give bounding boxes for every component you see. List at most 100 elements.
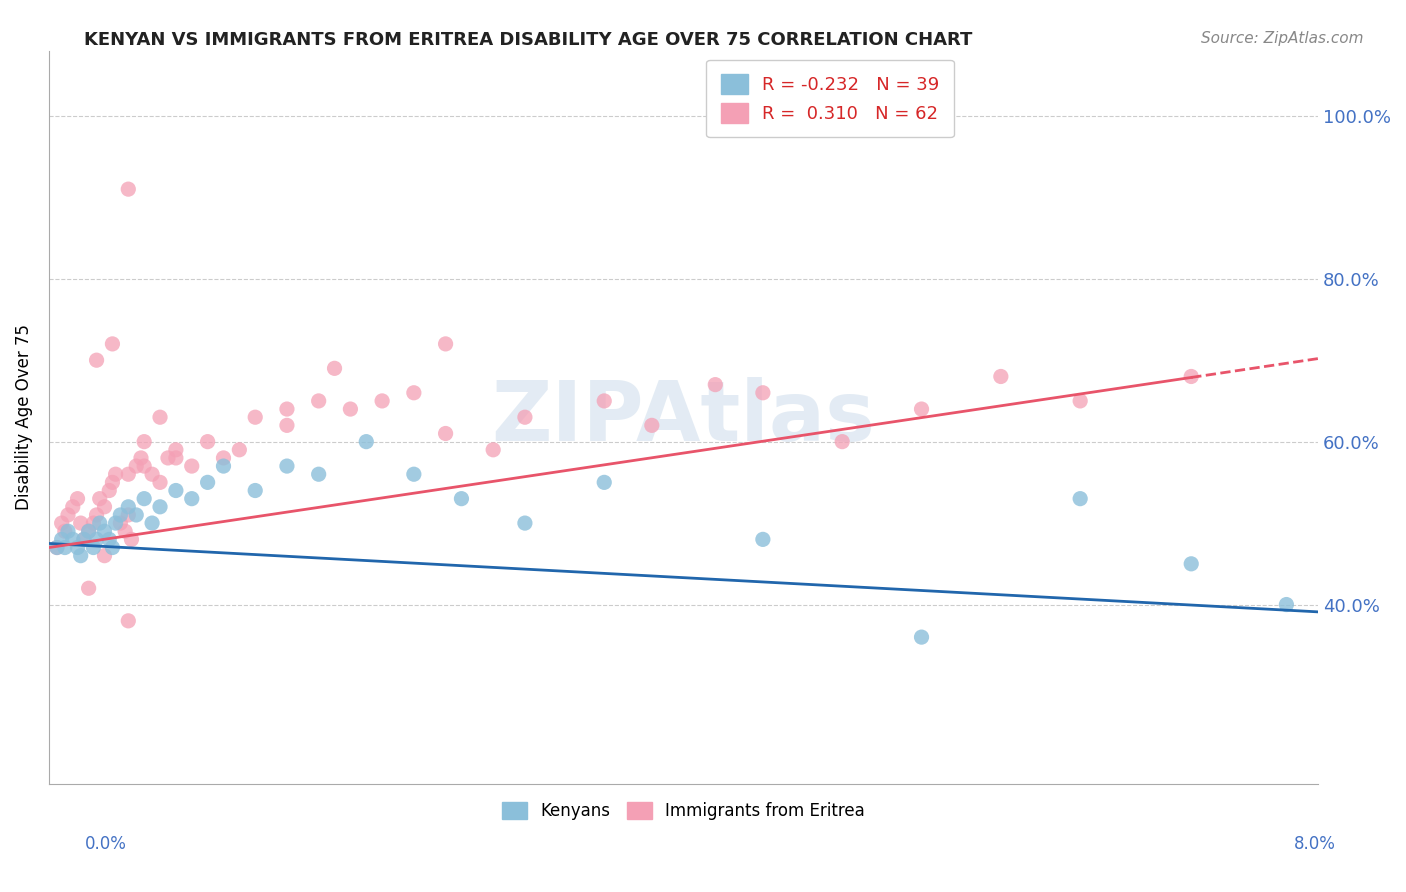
Point — [308, 467, 330, 482]
Point — [82, 541, 104, 555]
Point — [117, 467, 139, 482]
Text: KENYAN VS IMMIGRANTS FROM ERITREA DISABILITY AGE OVER 75 CORRELATION CHART: KENYAN VS IMMIGRANTS FROM ERITREA DISABI… — [84, 31, 973, 49]
Point — [149, 500, 172, 514]
Point — [69, 549, 91, 563]
Point — [356, 434, 378, 449]
Point — [339, 402, 361, 417]
Point — [56, 524, 79, 539]
Point — [117, 614, 139, 628]
Point — [98, 533, 121, 547]
Y-axis label: Disability Age Over 75: Disability Age Over 75 — [15, 324, 32, 510]
Point — [110, 508, 132, 522]
Point — [402, 467, 425, 482]
Point — [117, 508, 139, 522]
Point — [165, 483, 187, 498]
Point — [66, 491, 89, 506]
Point — [593, 475, 616, 490]
Point — [117, 500, 139, 514]
Point — [149, 475, 172, 490]
Point — [104, 467, 127, 482]
Point — [704, 377, 727, 392]
Point — [125, 459, 148, 474]
Point — [51, 516, 73, 530]
Point — [89, 491, 111, 506]
Point — [323, 361, 346, 376]
Point — [1180, 369, 1202, 384]
Point — [276, 459, 298, 474]
Point — [93, 500, 115, 514]
Point — [89, 516, 111, 530]
Point — [73, 533, 96, 547]
Point — [180, 491, 202, 506]
Point — [86, 508, 108, 522]
Point — [125, 508, 148, 522]
Point — [910, 402, 932, 417]
Text: 0.0%: 0.0% — [84, 835, 127, 853]
Point — [62, 533, 84, 547]
Point — [910, 630, 932, 644]
Point — [212, 450, 235, 465]
Point — [165, 442, 187, 457]
Point — [86, 353, 108, 368]
Point — [73, 533, 96, 547]
Point — [752, 533, 775, 547]
Point — [77, 524, 100, 539]
Point — [53, 541, 76, 555]
Point — [212, 459, 235, 474]
Point — [114, 524, 136, 539]
Point — [141, 467, 163, 482]
Point — [101, 475, 124, 490]
Point — [86, 533, 108, 547]
Point — [141, 516, 163, 530]
Point — [228, 442, 250, 457]
Point — [77, 581, 100, 595]
Point — [513, 410, 536, 425]
Point — [371, 393, 394, 408]
Point — [482, 442, 505, 457]
Point — [156, 450, 179, 465]
Point — [450, 491, 472, 506]
Point — [434, 337, 457, 351]
Point — [593, 393, 616, 408]
Point — [66, 541, 89, 555]
Text: Source: ZipAtlas.com: Source: ZipAtlas.com — [1201, 31, 1364, 46]
Point — [245, 410, 267, 425]
Point — [149, 410, 172, 425]
Point — [308, 393, 330, 408]
Point — [197, 434, 219, 449]
Point — [1275, 598, 1298, 612]
Point — [82, 516, 104, 530]
Point — [93, 524, 115, 539]
Point — [134, 434, 156, 449]
Point — [51, 533, 73, 547]
Point — [1069, 393, 1091, 408]
Point — [45, 541, 67, 555]
Point — [276, 402, 298, 417]
Text: 8.0%: 8.0% — [1294, 835, 1336, 853]
Text: ZIPAtlas: ZIPAtlas — [492, 376, 876, 458]
Point — [56, 508, 79, 522]
Point — [1069, 491, 1091, 506]
Point — [77, 524, 100, 539]
Point — [45, 541, 67, 555]
Point — [990, 369, 1012, 384]
Point — [110, 516, 132, 530]
Point — [98, 483, 121, 498]
Legend: Kenyans, Immigrants from Eritrea: Kenyans, Immigrants from Eritrea — [495, 795, 872, 827]
Point — [69, 516, 91, 530]
Point — [245, 483, 267, 498]
Point — [752, 385, 775, 400]
Point — [1180, 557, 1202, 571]
Point — [180, 459, 202, 474]
Point — [129, 450, 152, 465]
Point — [101, 541, 124, 555]
Point — [134, 459, 156, 474]
Point — [434, 426, 457, 441]
Point — [641, 418, 664, 433]
Point — [513, 516, 536, 530]
Point — [53, 524, 76, 539]
Point — [197, 475, 219, 490]
Point — [121, 533, 143, 547]
Point — [276, 418, 298, 433]
Point — [134, 491, 156, 506]
